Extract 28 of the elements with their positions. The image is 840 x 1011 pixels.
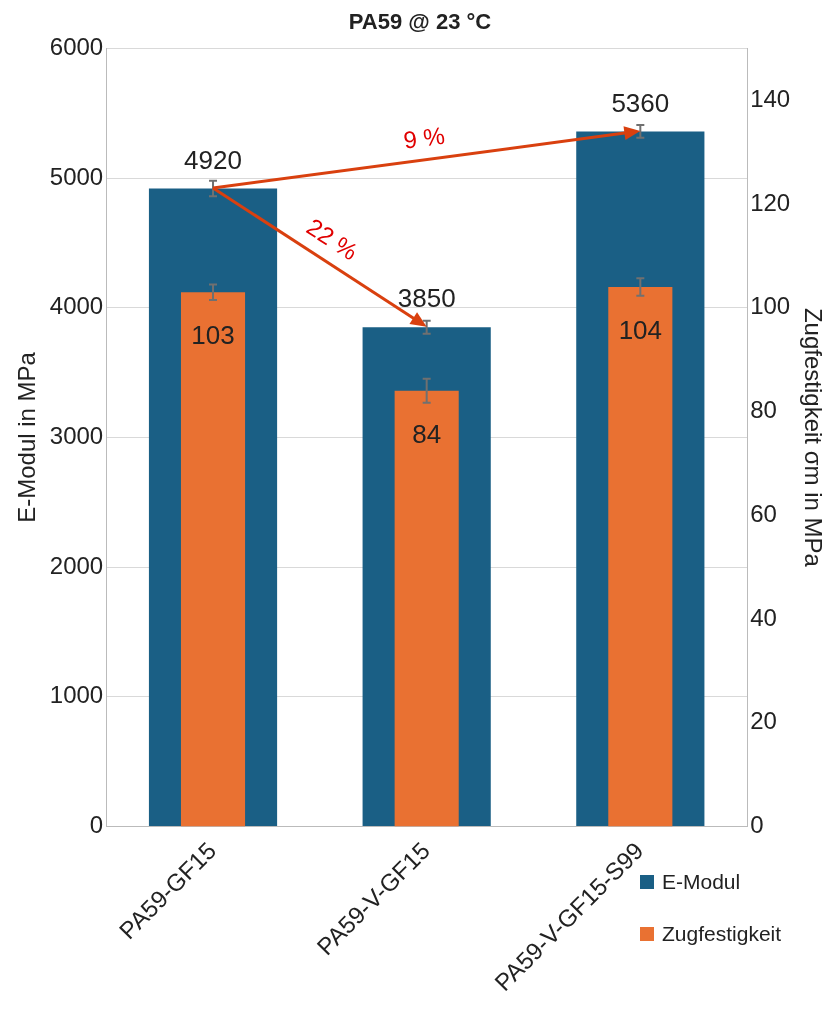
data-label: 4920: [184, 144, 242, 175]
y-tick-label: 5000: [49, 162, 104, 190]
y2-tick-label: 20: [750, 707, 777, 735]
y-axis-title: E-Modul in MPa: [13, 351, 41, 523]
data-label: 3850: [397, 283, 456, 314]
y2-axis-title: Zugfestigkeit σm in MPa: [799, 307, 827, 568]
y-tick-label: 3000: [49, 422, 104, 450]
chart-title: PA59 @ 23 °C: [348, 9, 492, 35]
y2-tick-label: 40: [750, 603, 777, 631]
legend-label: Zugfestigkeit: [662, 922, 782, 946]
y-tick-label: 6000: [49, 33, 104, 61]
y2-tick-label: 80: [750, 396, 777, 424]
data-label: 84: [412, 418, 442, 449]
y2-tick-label: 140: [750, 84, 791, 112]
y2-tick-label: 60: [750, 499, 777, 527]
annotation: 9 %: [401, 121, 447, 155]
y-tick-label: 4000: [49, 292, 104, 320]
y-tick-label: 1000: [49, 681, 104, 709]
data-label: 104: [618, 315, 663, 346]
y2-tick-label: 0: [750, 811, 764, 839]
y-tick-label: 2000: [49, 551, 104, 579]
annotation: 22 %: [301, 212, 363, 266]
y2-tick-label: 120: [750, 188, 791, 216]
y-tick-label: 0: [89, 811, 104, 839]
data-label: 103: [191, 320, 235, 351]
data-label: 5360: [611, 87, 670, 118]
y2-tick-label: 100: [750, 292, 791, 320]
legend-label: E-Modul: [662, 870, 741, 894]
